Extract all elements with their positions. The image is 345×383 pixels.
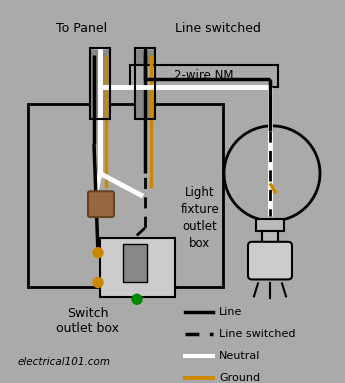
Circle shape [93, 277, 103, 287]
FancyBboxPatch shape [123, 244, 147, 282]
FancyBboxPatch shape [130, 65, 278, 87]
FancyBboxPatch shape [90, 49, 110, 119]
Text: Ground: Ground [219, 373, 260, 383]
Text: Line switched: Line switched [219, 329, 296, 339]
FancyBboxPatch shape [135, 49, 155, 119]
Text: Light
fixture
outlet
box: Light fixture outlet box [181, 186, 219, 250]
Text: Line switched: Line switched [175, 22, 261, 35]
FancyBboxPatch shape [100, 238, 175, 297]
FancyBboxPatch shape [248, 242, 292, 280]
Text: Line: Line [219, 307, 243, 317]
FancyBboxPatch shape [262, 231, 278, 246]
Circle shape [93, 248, 103, 258]
Text: electrical101.com: electrical101.com [18, 357, 111, 367]
Text: To Panel: To Panel [57, 22, 108, 35]
Circle shape [132, 294, 142, 304]
Circle shape [224, 126, 320, 221]
Text: Switch
outlet box: Switch outlet box [57, 307, 119, 335]
FancyBboxPatch shape [256, 219, 284, 231]
FancyBboxPatch shape [28, 104, 223, 287]
Text: Neutral: Neutral [219, 351, 260, 361]
FancyBboxPatch shape [88, 191, 114, 217]
Text: 2-wire NM: 2-wire NM [174, 69, 234, 82]
